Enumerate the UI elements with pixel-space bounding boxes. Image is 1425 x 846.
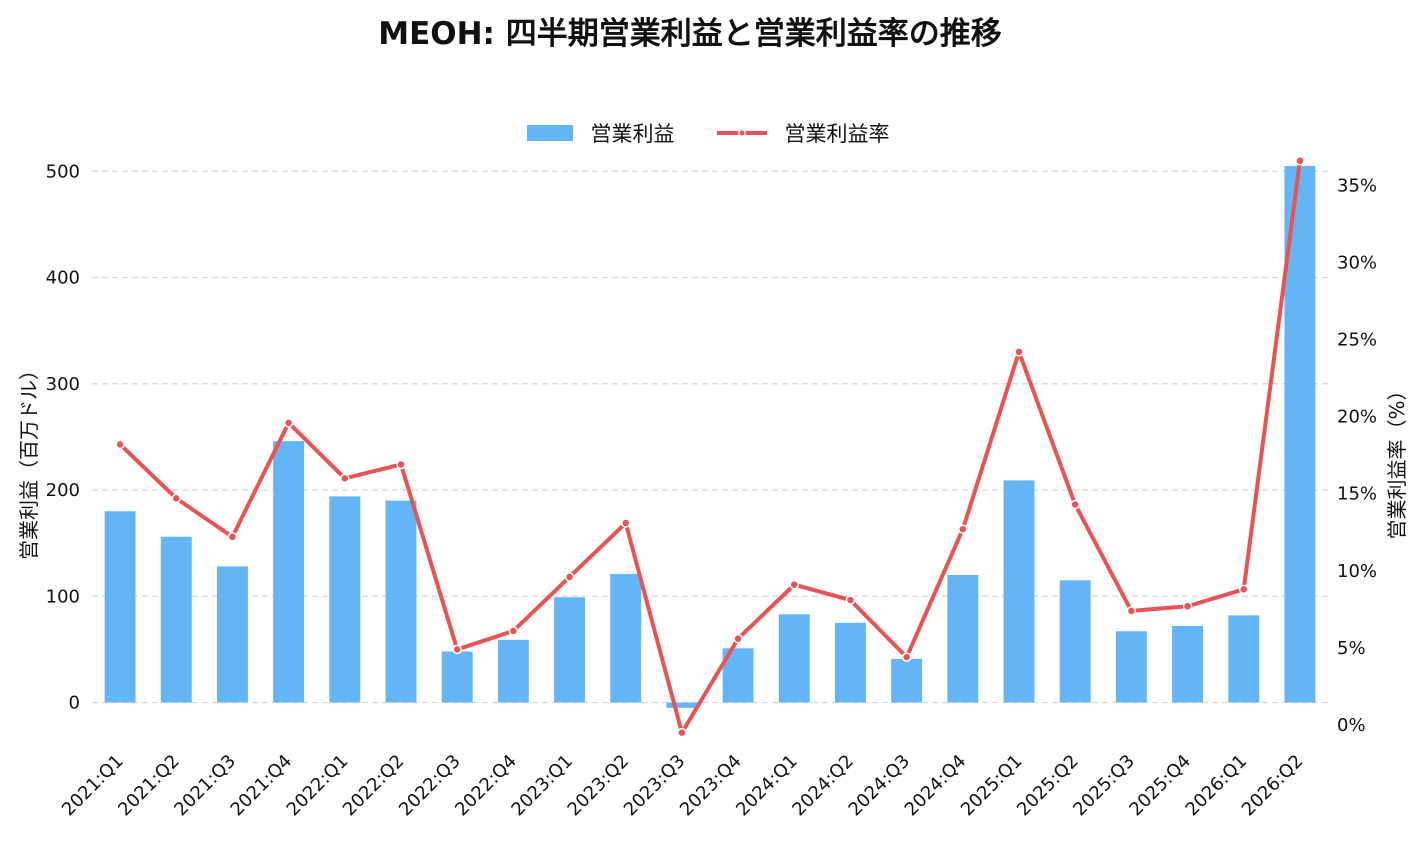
bar [610,573,642,703]
y2-tick-label: 30% [1337,253,1377,274]
margin-line [118,160,1302,735]
y2-tick-label: 5% [1337,638,1366,659]
line-point [452,644,462,655]
line-point [789,579,800,590]
bar [441,651,473,703]
line-point [340,473,350,484]
bar [1115,631,1147,703]
legend-item-line: 営業利益率 [716,118,890,148]
line-point [1238,584,1249,595]
line-point [1014,347,1024,357]
y-tick-label: 200 [46,480,80,501]
y-tick-label: 300 [46,374,80,395]
line-point [1070,499,1080,510]
bar [329,496,361,703]
y-tick-label: 500 [46,161,80,182]
bar [1059,580,1091,703]
line-point [845,595,856,605]
line-point [115,439,125,450]
legend-label-line: 営業利益率 [784,122,890,146]
bar [554,597,585,703]
legend: 営業利益 営業利益率 [0,118,1416,148]
bar [385,500,417,703]
line-point [958,524,968,534]
legend-label-bar: 営業利益 [590,122,675,146]
x-tick-label: 2026:Q2 [1238,751,1308,821]
axes: 0 100 200 300 400 500 0% 5% 10% 15% 20% 25% 30% 35% 20… [46,161,1377,820]
line-point [677,727,687,738]
legend-item-bar: 営業利益 [526,118,675,148]
line-point [1126,606,1137,616]
line-point [227,532,238,542]
y2-tick-label: 15% [1337,484,1377,505]
line-point [508,626,519,636]
y-tick-label: 0 [69,693,80,714]
line-point [1295,156,1305,166]
line-point [171,493,182,504]
line-point [564,572,575,582]
bar [217,566,248,703]
bar [947,575,979,703]
bar [891,658,923,703]
bar [778,614,810,703]
y2-tick-label: 25% [1337,330,1377,351]
y2-tick-label: 10% [1337,561,1377,582]
bar [104,511,136,703]
bar [160,536,192,703]
bar [1228,615,1260,703]
y2-tick-label: 20% [1337,407,1377,428]
bar [273,441,305,703]
line-point [901,652,912,662]
bar-series [104,165,1316,708]
line-series [115,156,1305,738]
line-point [283,418,294,428]
line-point [733,633,743,644]
bar [1284,165,1316,703]
bar [497,639,529,703]
bar [835,622,866,703]
y2-tick-label: 35% [1337,175,1377,196]
y-tick-label: 100 [46,586,80,607]
chart-title: MEOH: 四半期営業利益と営業利益率の推移 [378,16,1002,52]
line-point [620,518,631,528]
y2-axis-title: 営業利益率（%） [1385,380,1409,539]
legend-line-swatch [716,129,767,137]
bar [666,702,698,708]
bar [1172,626,1203,703]
y2-tick-label: 0% [1337,715,1366,736]
y-tick-label: 400 [46,268,80,289]
y-axis-title: 営業利益（百万ドル） [17,360,41,560]
bar [1003,480,1035,703]
line-point [396,459,406,470]
legend-bar-swatch [526,125,573,141]
line-point [1182,601,1193,612]
